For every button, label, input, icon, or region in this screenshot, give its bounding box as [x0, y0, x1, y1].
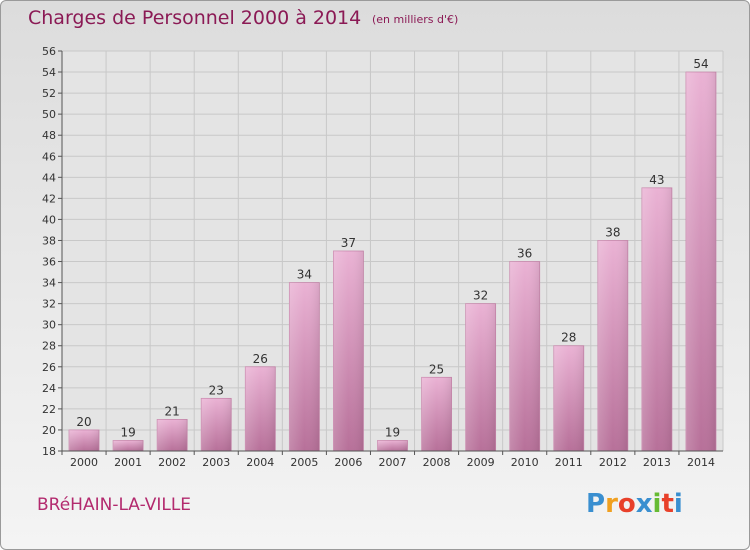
x-tick-label: 2008	[423, 456, 451, 469]
data-label: 19	[385, 425, 400, 439]
x-tick-label: 2012	[599, 456, 627, 469]
x-tick-label: 2000	[70, 456, 98, 469]
x-tick-label: 2005	[290, 456, 318, 469]
y-tick-label: 34	[42, 277, 56, 290]
data-label: 38	[605, 225, 620, 239]
y-tick-label: 56	[42, 45, 56, 58]
y-tick-label: 44	[42, 171, 56, 184]
y-tick-label: 40	[42, 213, 56, 226]
data-label: 25	[429, 362, 444, 376]
logo-letter: P	[586, 489, 606, 519]
logo-letter: i	[652, 489, 662, 519]
y-tick-label: 26	[42, 361, 56, 374]
data-label: 54	[693, 57, 708, 71]
x-tick-label: 2001	[114, 456, 142, 469]
data-label: 36	[517, 247, 532, 261]
logo-letter: t	[661, 489, 674, 519]
logo-letter: r	[605, 489, 618, 519]
bar-shade	[201, 398, 232, 451]
y-tick-label: 30	[42, 319, 56, 332]
x-tick-label: 2004	[246, 456, 274, 469]
bar-shade	[333, 251, 364, 451]
axes: 18 20 22 24 26 28 30 32 34 36 38 40 42 44 46 48 50 52 54 56…	[42, 45, 723, 469]
y-tick-label: 36	[42, 256, 56, 269]
data-label: 37	[341, 236, 356, 250]
x-tick-label: 2014	[687, 456, 715, 469]
bar-shade	[509, 261, 540, 451]
chart-subtitle: (en milliers d'€)	[372, 13, 459, 26]
bar-shade	[69, 429, 100, 451]
data-label: 32	[473, 289, 488, 303]
y-tick-label: 20	[42, 424, 56, 437]
proxiti-logo: Proxiti	[586, 489, 683, 519]
logo-letter: x	[635, 489, 653, 519]
bar-shade	[113, 440, 144, 451]
y-tick-label: 54	[42, 66, 56, 79]
y-tick-label: 52	[42, 87, 56, 100]
logo-letter: i	[673, 489, 683, 519]
bar-shade	[641, 187, 672, 451]
commune-name: BRéHAIN-LA-VILLE	[37, 495, 192, 515]
bar-shade	[245, 366, 276, 451]
data-label: 43	[649, 173, 664, 187]
data-label: 34	[297, 268, 312, 282]
y-tick-label: 48	[42, 129, 56, 142]
logo-letter: o	[617, 489, 636, 519]
y-tick-label: 28	[42, 340, 56, 353]
bar-shade	[377, 440, 408, 451]
chart-title: Charges de Personnel 2000 à 2014	[28, 7, 362, 29]
x-tick-label: 2006	[334, 456, 362, 469]
bar-shade	[421, 377, 452, 451]
bar-shade	[157, 419, 188, 451]
data-label: 26	[253, 352, 268, 366]
x-tick-label: 2013	[643, 456, 671, 469]
y-tick-label: 18	[42, 445, 56, 458]
x-tick-label: 2009	[467, 456, 495, 469]
bar-shade	[597, 240, 628, 451]
bar-shade	[553, 345, 584, 451]
data-label: 28	[561, 331, 576, 345]
x-tick-label: 2011	[555, 456, 583, 469]
y-tick-label: 42	[42, 192, 56, 205]
bar-shade	[289, 282, 320, 451]
y-tick-label: 50	[42, 108, 56, 121]
y-tick-label: 32	[42, 298, 56, 311]
x-tick-label: 2010	[511, 456, 539, 469]
data-label: 20	[76, 415, 91, 429]
x-tick-label: 2007	[379, 456, 407, 469]
data-label: 19	[120, 425, 135, 439]
y-tick-label: 38	[42, 234, 56, 247]
bar-shade	[465, 303, 496, 451]
data-label: 21	[165, 404, 180, 418]
y-tick-label: 46	[42, 150, 56, 163]
data-label: 23	[209, 383, 224, 397]
x-tick-label: 2002	[158, 456, 186, 469]
y-tick-label: 22	[42, 403, 56, 416]
x-tick-label: 2003	[202, 456, 230, 469]
y-tick-label: 24	[42, 382, 56, 395]
bars: 20 19 21 23 26 34 37 19 25 32 36 28 38 43 54	[68, 57, 717, 452]
bar-shade	[685, 72, 716, 451]
